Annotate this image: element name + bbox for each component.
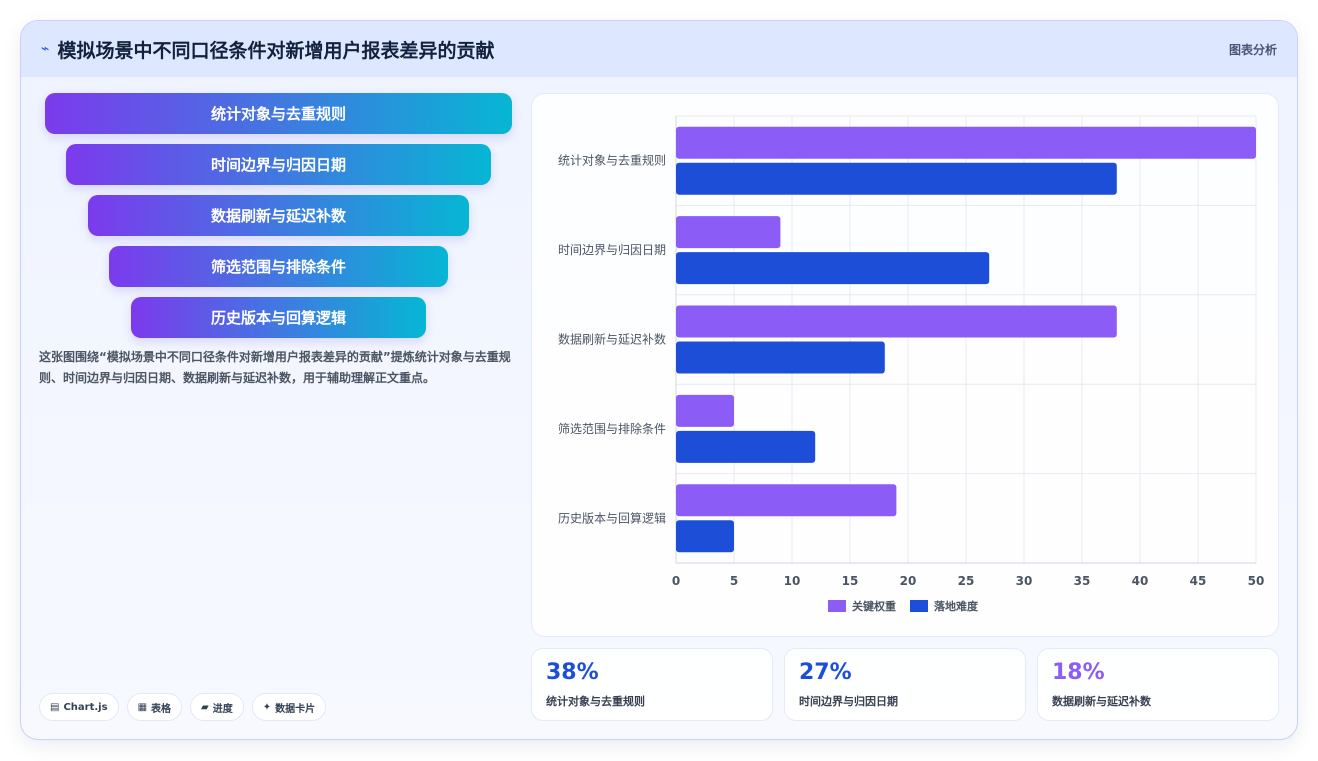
bar-difficulty bbox=[676, 162, 1117, 195]
bar-key-weight bbox=[676, 216, 781, 249]
funnel-step-label: 时间边界与归因日期 bbox=[210, 156, 346, 174]
x-tick-label: 10 bbox=[784, 574, 801, 588]
x-tick-label: 30 bbox=[1016, 574, 1033, 588]
funnel-step-2: 时间边界与归因日期 bbox=[66, 144, 491, 185]
table-icon: ▦ bbox=[137, 701, 148, 713]
page-title: 模拟场景中不同口径条件对新增用户报表差异的贡献 bbox=[57, 39, 495, 62]
legend-swatch bbox=[910, 600, 928, 612]
stat-card-2: 27% 时间边界与归因日期 bbox=[784, 648, 1026, 721]
x-tick-label: 25 bbox=[958, 574, 975, 588]
main-card: ⌁ 模拟场景中不同口径条件对新增用户报表差异的贡献 图表分析 统计对象与去重规则… bbox=[20, 20, 1298, 740]
x-tick-label: 5 bbox=[730, 574, 738, 588]
y-tick-label: 统计对象与去重规则 bbox=[558, 153, 666, 168]
chart-panel: 统计对象与去重规则 时间边界与归因日期 数据刷新与延迟补数 筛选范围与排除条件 历史版本… bbox=[531, 93, 1279, 637]
x-tick-label: 45 bbox=[1190, 574, 1207, 588]
pill-data-card[interactable]: ✦ 数据卡片 bbox=[251, 693, 327, 721]
bar-difficulty bbox=[676, 341, 885, 374]
funnel-step-3: 数据刷新与延迟补数 bbox=[88, 195, 469, 236]
bar-difficulty bbox=[676, 520, 734, 553]
stat-value: 18% bbox=[1052, 660, 1105, 685]
bar-chart: 统计对象与去重规则时间边界与归因日期数据刷新与延迟补数筛选范围与排除条件历史版本… bbox=[558, 115, 1265, 613]
bar-key-weight bbox=[676, 305, 1117, 338]
sparkle-icon: ✦ bbox=[262, 701, 272, 713]
funnel-step-label: 数据刷新与延迟补数 bbox=[210, 207, 346, 225]
pill-label: Chart.js bbox=[63, 701, 108, 713]
stat-value: 38% bbox=[546, 660, 599, 685]
bar-difficulty bbox=[676, 252, 990, 285]
pill-label: 数据卡片 bbox=[275, 703, 316, 715]
y-tick-label: 筛选范围与排除条件 bbox=[558, 421, 666, 436]
bar-key-weight bbox=[676, 484, 897, 517]
stat-card-3: 18% 数据刷新与延迟补数 bbox=[1037, 648, 1279, 721]
progress-icon: ▰ bbox=[201, 701, 209, 713]
pill-label: 表格 bbox=[151, 703, 172, 715]
x-tick-label: 40 bbox=[1132, 574, 1149, 588]
funnel-step-1: 统计对象与去重规则 bbox=[45, 93, 512, 134]
pill-chartjs[interactable]: ▤ Chart.js bbox=[39, 693, 119, 721]
y-tick-label: 数据刷新与延迟补数 bbox=[558, 332, 666, 347]
title-wrap: ⌁ 模拟场景中不同口径条件对新增用户报表差异的贡献 bbox=[41, 36, 494, 63]
legend-swatch bbox=[828, 600, 846, 612]
x-tick-label: 15 bbox=[842, 574, 859, 588]
stat-label: 数据刷新与延迟补数 bbox=[1052, 695, 1151, 708]
funnel-step-label: 筛选范围与排除条件 bbox=[210, 258, 346, 276]
stat-label: 时间边界与归因日期 bbox=[799, 695, 898, 708]
pill-progress[interactable]: ▰ 进度 bbox=[190, 693, 244, 721]
funnel-step-4: 筛选范围与排除条件 bbox=[109, 246, 448, 287]
stat-card-1: 38% 统计对象与去重规则 bbox=[531, 648, 773, 721]
x-tick-label: 20 bbox=[900, 574, 917, 588]
chart-analysis-tag: 图表分析 bbox=[1228, 42, 1277, 57]
x-tick-label: 50 bbox=[1248, 574, 1265, 588]
y-tick-label: 历史版本与回算逻辑 bbox=[558, 510, 666, 525]
chart-icon: ▤ bbox=[50, 701, 60, 713]
bar-key-weight bbox=[676, 394, 734, 427]
bar-difficulty bbox=[676, 430, 816, 463]
x-tick-label: 0 bbox=[672, 574, 680, 588]
stat-value: 27% bbox=[799, 660, 852, 685]
funnel-step-label: 历史版本与回算逻辑 bbox=[210, 309, 346, 327]
stat-label: 统计对象与去重规则 bbox=[546, 695, 645, 708]
pill-label: 进度 bbox=[212, 703, 233, 715]
description: 这张图围绕“模拟场景中不同口径条件对新增用户报表差异的贡献”提炼统计对象与去重规… bbox=[39, 350, 511, 385]
x-tick-label: 35 bbox=[1074, 574, 1091, 588]
y-tick-label: 时间边界与归因日期 bbox=[558, 243, 666, 257]
tag-pill-row: ▤ Chart.js ▦ 表格 ▰ 进度 ✦ 数据卡片 bbox=[39, 693, 327, 721]
legend-label: 关键权重 bbox=[852, 599, 896, 613]
header: ⌁ 模拟场景中不同口径条件对新增用户报表差异的贡献 图表分析 bbox=[21, 21, 1297, 77]
pill-table[interactable]: ▦ 表格 bbox=[126, 693, 183, 721]
funnel-step-5: 历史版本与回算逻辑 bbox=[131, 297, 426, 338]
legend-label: 落地难度 bbox=[934, 599, 979, 613]
trend-line-icon: ⌁ bbox=[41, 41, 50, 57]
funnel-step-label: 统计对象与去重规则 bbox=[210, 105, 346, 123]
bar-key-weight bbox=[676, 126, 1256, 159]
